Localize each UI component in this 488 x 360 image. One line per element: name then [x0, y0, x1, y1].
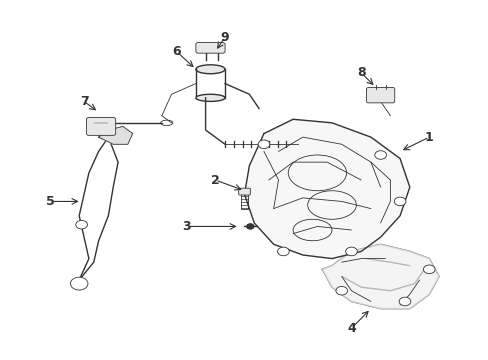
Circle shape	[374, 151, 386, 159]
Circle shape	[258, 140, 269, 149]
Ellipse shape	[196, 65, 224, 74]
Polygon shape	[99, 126, 132, 144]
Text: 5: 5	[45, 195, 54, 208]
Polygon shape	[244, 119, 409, 258]
FancyBboxPatch shape	[196, 42, 224, 53]
Text: 6: 6	[172, 45, 181, 58]
FancyBboxPatch shape	[86, 117, 116, 135]
Circle shape	[393, 197, 405, 206]
Circle shape	[277, 247, 288, 256]
Circle shape	[423, 265, 434, 274]
Circle shape	[398, 297, 410, 306]
Circle shape	[76, 220, 87, 229]
Circle shape	[70, 277, 88, 290]
Circle shape	[246, 224, 254, 229]
Text: 3: 3	[182, 220, 190, 233]
Text: 7: 7	[80, 95, 88, 108]
Text: 4: 4	[346, 322, 355, 335]
FancyBboxPatch shape	[366, 87, 394, 103]
Text: 2: 2	[210, 174, 219, 186]
Text: 1: 1	[424, 131, 433, 144]
Ellipse shape	[196, 94, 224, 102]
Circle shape	[335, 287, 347, 295]
Text: 9: 9	[220, 31, 229, 44]
Polygon shape	[322, 244, 438, 309]
Circle shape	[345, 247, 357, 256]
Text: 8: 8	[356, 66, 365, 79]
FancyBboxPatch shape	[238, 188, 250, 195]
